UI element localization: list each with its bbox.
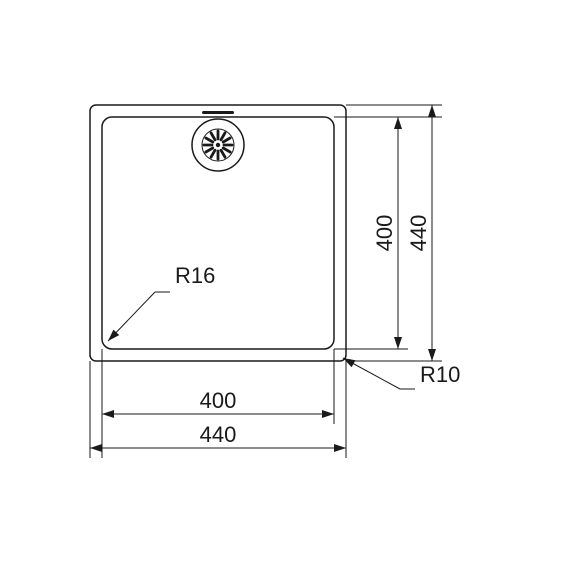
dim-height-outer: 440: [406, 215, 431, 252]
overflow-slot: [202, 111, 234, 114]
dim-width-inner: 400: [200, 388, 237, 413]
dim-height-inner: 400: [372, 215, 397, 252]
dimension-drawing: 400 440 400 440 R16 R10: [0, 0, 580, 575]
drain-icon: [192, 119, 244, 171]
radius-outer-label: R10: [420, 362, 460, 387]
dim-width-outer: 440: [200, 422, 237, 447]
radius-inner-label: R16: [175, 263, 215, 288]
